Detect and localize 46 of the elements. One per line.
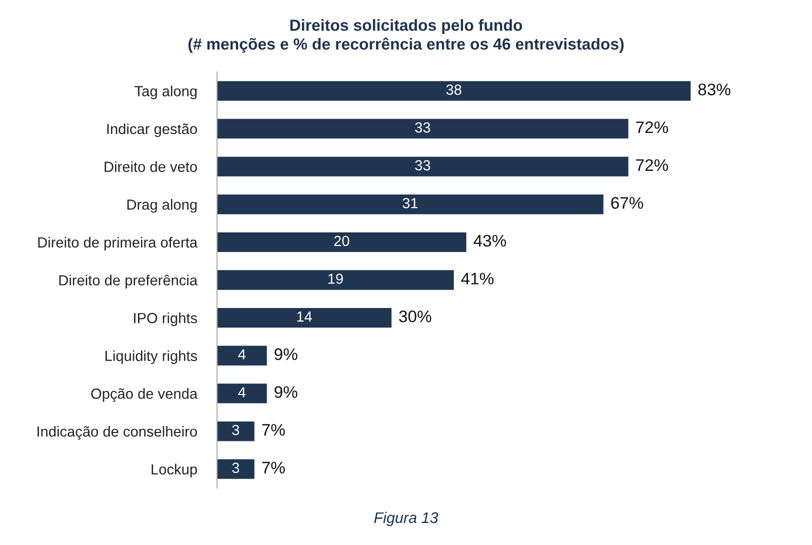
annotation: 9%	[274, 386, 298, 398]
y-tick-label: Indicar gestão	[107, 123, 197, 138]
data-label: 4	[238, 349, 246, 360]
bar	[217, 384, 267, 404]
annotation: 9%	[274, 348, 298, 360]
data-label: 33	[415, 122, 430, 133]
annotation: 30%	[399, 310, 432, 322]
y-tick-label: Lockup	[152, 464, 197, 478]
annotation: 72%	[636, 121, 668, 134]
text: Figura 13	[374, 512, 438, 526]
bar	[217, 118, 628, 139]
y-tick-label: Direito de primeira oferta	[38, 236, 198, 250]
annotation: 83%	[698, 84, 730, 96]
y-tick-label: Opção de venda	[91, 388, 198, 402]
y-tick-label: Drag along	[127, 199, 197, 213]
bar	[217, 194, 604, 214]
annotation: 43%	[474, 234, 506, 247]
data-label: 3	[232, 462, 240, 474]
data-label: 38	[446, 84, 462, 95]
y-tick-label: Liquidity rights	[106, 350, 198, 364]
bar	[217, 232, 466, 252]
bar	[217, 270, 454, 290]
data-label: 31	[402, 198, 418, 208]
chart-title: Direitos solicitados pelo fundo (# menções e % de recorrência entre os 46 entrevistados)	[188, 19, 624, 53]
data-label: 4	[238, 387, 246, 398]
data-label: 33	[415, 160, 430, 170]
y-tick-label: Direito de preferência	[59, 274, 198, 288]
bar	[217, 156, 628, 176]
bar	[217, 421, 254, 442]
data-label: 14	[297, 312, 312, 322]
annotation: 7%	[262, 462, 285, 474]
data-label: 20	[334, 236, 350, 246]
bar	[217, 81, 691, 101]
y-tick-label: Direito de veto	[104, 161, 197, 172]
annotation: 72%	[636, 159, 668, 171]
annotation: 7%	[262, 424, 285, 436]
bar	[217, 459, 254, 479]
data-label: 3	[232, 424, 240, 436]
y-tick-label: Tag along	[134, 86, 197, 100]
annotation: 41%	[461, 272, 494, 284]
data-label: 19	[328, 274, 343, 284]
y-tick-label: IPO rights	[134, 312, 198, 326]
bar	[217, 346, 267, 366]
annotation: 67%	[611, 197, 644, 209]
y-tick-label: Indicação de conselheiro	[38, 426, 197, 440]
bar	[217, 308, 392, 328]
